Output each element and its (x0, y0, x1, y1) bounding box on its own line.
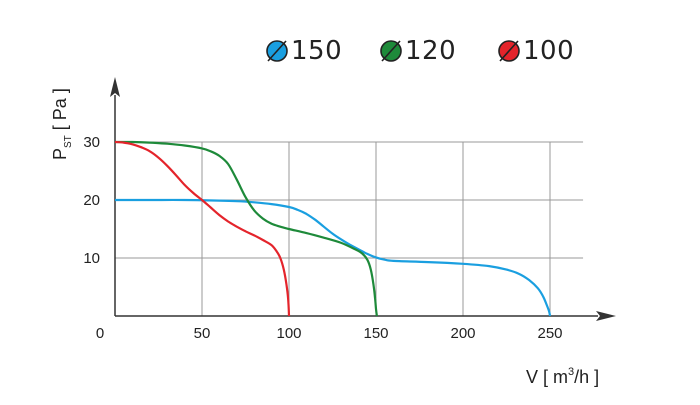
y-axis-label-main: P (50, 148, 70, 160)
x-tick-label: 250 (537, 325, 562, 342)
x-axis-label: V [ m3/h ] (526, 366, 599, 387)
y-axis-label-tail: [ Pa ] (50, 88, 70, 135)
diameter-icon (498, 40, 520, 62)
diameter-icon (266, 40, 288, 62)
y-tick-label: 30 (83, 134, 100, 151)
y-axis-label: PST [ Pa ] (50, 88, 74, 160)
x-tick-label: 200 (450, 325, 475, 342)
legend-swatch-120 (379, 39, 403, 63)
grid (115, 141, 584, 316)
tick-labels: 50 100 150 200 250 10 20 30 (83, 134, 562, 342)
y-axis-label-sub: ST (63, 135, 74, 148)
series-line-150 (115, 198, 552, 317)
y-axis-arrow (110, 77, 120, 97)
series-line-100 (114, 140, 291, 317)
diameter-icon (380, 40, 402, 62)
legend-label-120: 120 (405, 36, 457, 66)
x-axis-label-sup: 3 (568, 366, 574, 378)
x-axis-label-main: V [ m (526, 367, 568, 387)
legend-item-150: 150 (265, 36, 342, 66)
legend-item-120: 120 (379, 36, 456, 66)
series-curves (114, 140, 552, 317)
origin-label: 0 (96, 325, 104, 342)
x-tick-label: 100 (276, 325, 301, 342)
x-tick-label: 150 (363, 325, 388, 342)
x-tick-label: 50 (194, 325, 211, 342)
legend-swatch-150 (265, 39, 289, 63)
x-axis-arrow (596, 311, 616, 321)
axes (110, 77, 616, 321)
y-tick-label: 10 (83, 250, 100, 267)
legend-label-100: 100 (523, 36, 575, 66)
legend-item-100: 100 (497, 36, 574, 66)
series-line-120 (114, 140, 378, 317)
legend-label-150: 150 (291, 36, 343, 66)
legend-swatch-100 (497, 39, 521, 63)
y-tick-label: 20 (83, 192, 100, 209)
x-axis-label-tail: /h ] (574, 367, 599, 387)
